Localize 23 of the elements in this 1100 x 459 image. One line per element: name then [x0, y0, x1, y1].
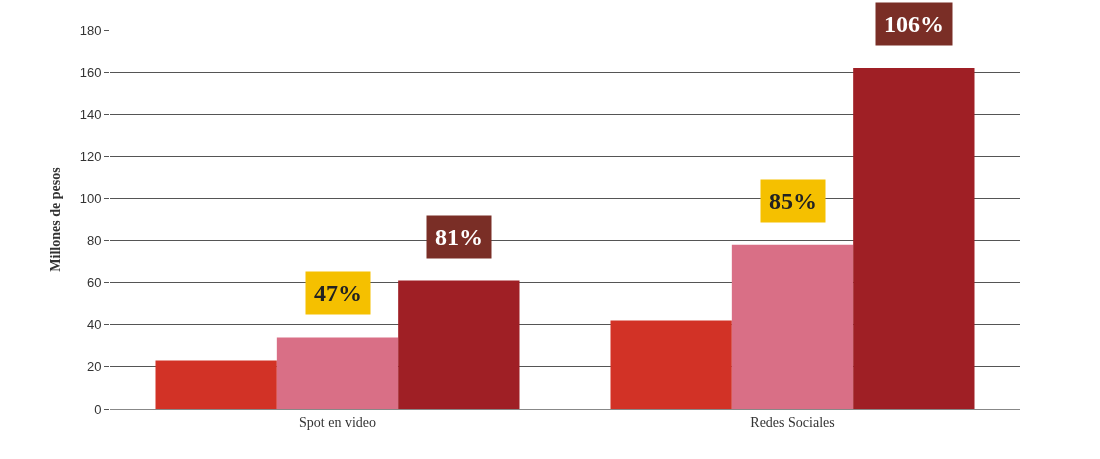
x-tick-label: Redes Sociales [750, 414, 835, 430]
x-tick-label: Spot en video [299, 414, 376, 430]
y-tick-label: 20 [86, 359, 102, 375]
annotation: 47% [314, 280, 362, 306]
y-tick-label: 80 [86, 233, 102, 249]
bar [853, 67, 975, 409]
y-tick-label: 100 [79, 190, 102, 206]
bar [398, 280, 520, 409]
bar [155, 360, 277, 409]
y-tick-label: 120 [79, 148, 102, 164]
annotation: 85% [769, 188, 817, 214]
y-tick-label: 180 [79, 22, 102, 38]
bar [276, 337, 399, 409]
y-tick-label: 0 [94, 401, 102, 417]
y-tick-label: 60 [86, 275, 102, 291]
y-axis-title: Millones de pesos [48, 166, 64, 272]
annotation: 81% [435, 224, 483, 250]
annotation: 106% [884, 11, 944, 37]
y-tick-label: 40 [86, 317, 102, 333]
y-tick-label: 140 [79, 106, 102, 122]
bar [610, 320, 732, 409]
bar [731, 244, 854, 409]
y-tick-label: 160 [79, 64, 102, 80]
